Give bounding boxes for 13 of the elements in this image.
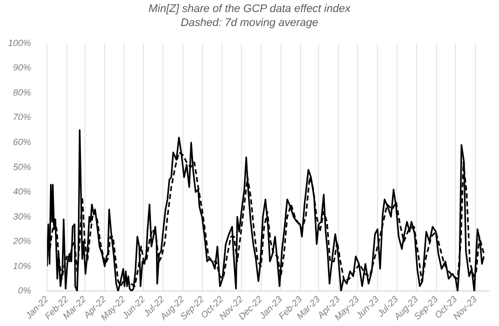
y-tick-label: 30% bbox=[13, 211, 32, 222]
y-tick-label: 60% bbox=[13, 136, 32, 147]
chart-subtitle: Dashed: 7d moving average bbox=[180, 16, 320, 30]
y-tick-label: 20% bbox=[12, 236, 32, 246]
y-tick-label: 0% bbox=[18, 286, 32, 296]
y-tick-label: 10% bbox=[13, 260, 32, 271]
y-tick-label: 40% bbox=[13, 186, 32, 197]
y-tick-label: 90% bbox=[13, 62, 32, 73]
y-tick-label: 70% bbox=[13, 112, 32, 122]
y-tick-label: 50% bbox=[13, 162, 32, 172]
y-tick-label: 80% bbox=[13, 87, 32, 98]
chart-title: Min[Z] share of the GCP data effect index bbox=[148, 2, 352, 16]
y-tick-label: 100% bbox=[8, 38, 32, 48]
